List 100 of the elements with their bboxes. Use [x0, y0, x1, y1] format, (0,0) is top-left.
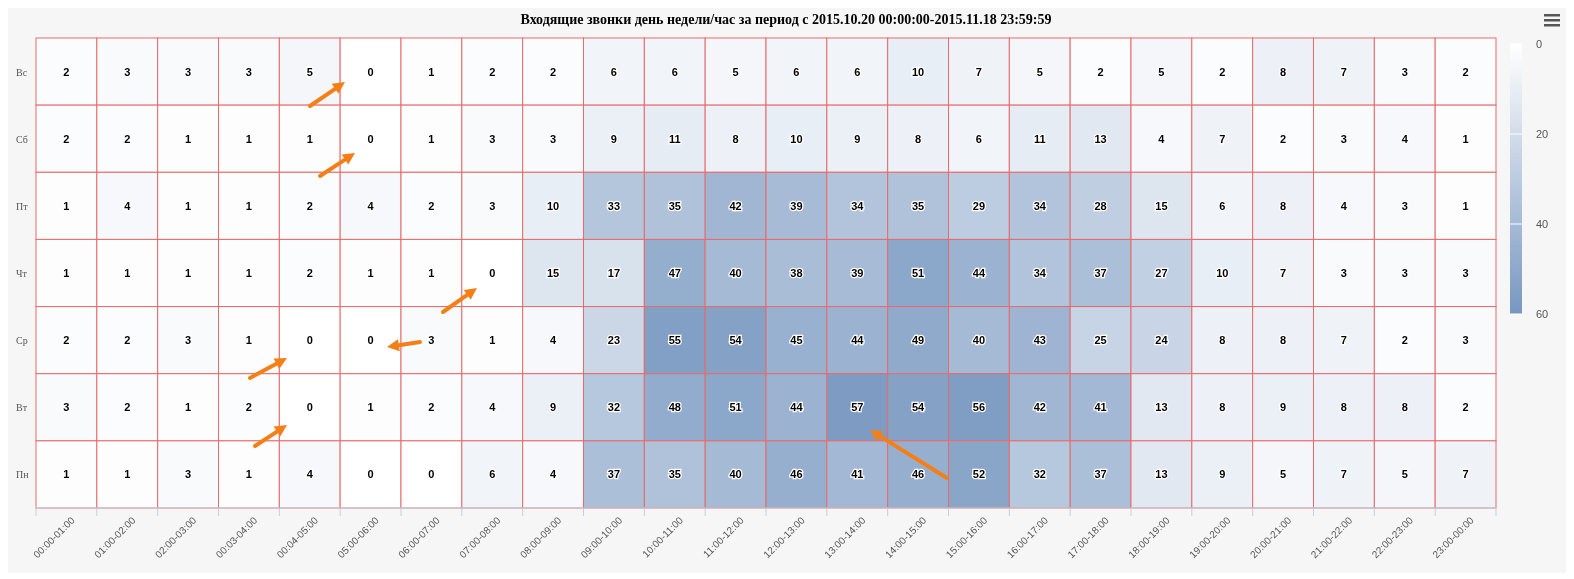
data-label: 35 — [668, 199, 681, 212]
data-label: 2 — [428, 199, 435, 212]
data-label: 2 — [245, 401, 252, 414]
data-label: 6 — [975, 132, 982, 145]
data-label: 0 — [367, 132, 374, 145]
data-label: 0 — [306, 401, 313, 414]
data-label: 3 — [1401, 65, 1408, 78]
data-label: 15 — [1155, 199, 1168, 212]
data-label: 1 — [63, 267, 70, 279]
data-label: 1 — [185, 267, 192, 279]
data-label: 8 — [1340, 401, 1347, 414]
data-label: 10 — [911, 65, 925, 78]
data-label: 9 — [610, 132, 617, 145]
data-label: 1 — [245, 267, 252, 279]
data-label: 35 — [911, 199, 925, 212]
data-label: 45 — [790, 334, 803, 347]
data-label: 57 — [851, 401, 864, 414]
data-label: 4 — [550, 334, 558, 347]
data-label: 5 — [732, 65, 739, 78]
data-label: 38 — [790, 267, 803, 279]
data-label: 4 — [1158, 132, 1166, 145]
data-label: 1 — [245, 132, 252, 145]
data-label: 5 — [1280, 468, 1287, 481]
data-label: 0 — [428, 468, 435, 481]
data-label: 15 — [546, 267, 560, 279]
data-label: 5 — [1158, 65, 1165, 78]
data-label: 51 — [729, 401, 742, 414]
y-tick-label: Чт — [16, 268, 28, 279]
data-label: 3 — [489, 199, 496, 212]
data-label: 2 — [489, 65, 496, 78]
data-label: 7 — [975, 65, 982, 78]
data-label: 2 — [124, 334, 131, 347]
data-label: 4 — [306, 468, 314, 481]
data-label: 2 — [1401, 334, 1408, 347]
data-label: 4 — [489, 401, 497, 414]
data-label: 2 — [63, 334, 70, 347]
data-label: 2 — [124, 401, 131, 414]
data-label: 3 — [185, 65, 192, 78]
data-label: 54 — [729, 334, 743, 347]
data-label: 4 — [1340, 199, 1348, 212]
data-label: 2 — [306, 199, 313, 212]
data-label: 8 — [1280, 65, 1287, 78]
data-label: 2 — [1462, 401, 1469, 414]
data-label: 7 — [1340, 65, 1347, 78]
data-label: 44 — [972, 267, 986, 279]
data-label: 5 — [1036, 65, 1043, 78]
color-bar-label: 40 — [1536, 218, 1549, 230]
data-label: 40 — [972, 334, 986, 347]
data-label: 39 — [851, 267, 864, 279]
data-label: 6 — [489, 468, 496, 481]
data-label: 24 — [1155, 334, 1169, 347]
data-label: 4 — [367, 199, 375, 212]
data-label: 2 — [1462, 65, 1469, 78]
data-label: 11 — [668, 132, 681, 145]
data-label: 7 — [1462, 468, 1469, 481]
data-label: 9 — [854, 132, 861, 145]
data-label: 32 — [607, 401, 621, 414]
data-label: 0 — [306, 334, 313, 347]
data-label: 8 — [1401, 401, 1408, 414]
data-label: 33 — [607, 199, 621, 212]
data-label: 9 — [1219, 468, 1226, 481]
data-label: 2 — [1219, 65, 1226, 78]
data-label: 2 — [63, 132, 70, 145]
data-label: 2 — [1097, 65, 1104, 78]
data-label: 3 — [1340, 267, 1347, 279]
data-label: 9 — [550, 401, 557, 414]
data-label: 10 — [790, 132, 803, 145]
data-label: 5 — [1401, 468, 1408, 481]
data-label: 5 — [306, 65, 313, 78]
data-label: 46 — [911, 468, 925, 481]
data-label: 3 — [63, 401, 70, 414]
data-label: 8 — [1219, 334, 1226, 347]
y-tick-label: Сб — [16, 133, 28, 145]
color-bar-label: 0 — [1536, 38, 1543, 50]
data-label: 3 — [1340, 132, 1347, 145]
data-label: 52 — [972, 468, 986, 481]
data-label: 3 — [185, 468, 192, 481]
data-label: 3 — [550, 132, 557, 145]
data-label: 41 — [851, 468, 864, 481]
data-label: 3 — [1401, 199, 1408, 212]
data-label: 1 — [124, 468, 131, 481]
data-label: 42 — [729, 199, 742, 212]
data-label: 1 — [1462, 199, 1469, 212]
data-label: 1 — [245, 468, 252, 481]
data-label: 48 — [668, 401, 681, 414]
y-tick-label: Пн — [16, 469, 30, 481]
data-label: 11 — [1033, 132, 1046, 145]
data-label: 8 — [1280, 199, 1287, 212]
data-label: 27 — [1155, 267, 1168, 279]
data-label: 0 — [367, 468, 374, 481]
y-tick-label: Пт — [16, 200, 29, 212]
data-label: 1 — [63, 199, 70, 212]
data-label: 7 — [1219, 132, 1226, 145]
data-label: 54 — [911, 401, 926, 414]
data-label: 1 — [367, 267, 374, 279]
data-label: 6 — [610, 65, 617, 78]
y-tick-label: Вт — [16, 402, 28, 414]
data-label: 1 — [63, 468, 70, 481]
data-label: 40 — [729, 468, 742, 481]
data-label: 28 — [1094, 199, 1107, 212]
